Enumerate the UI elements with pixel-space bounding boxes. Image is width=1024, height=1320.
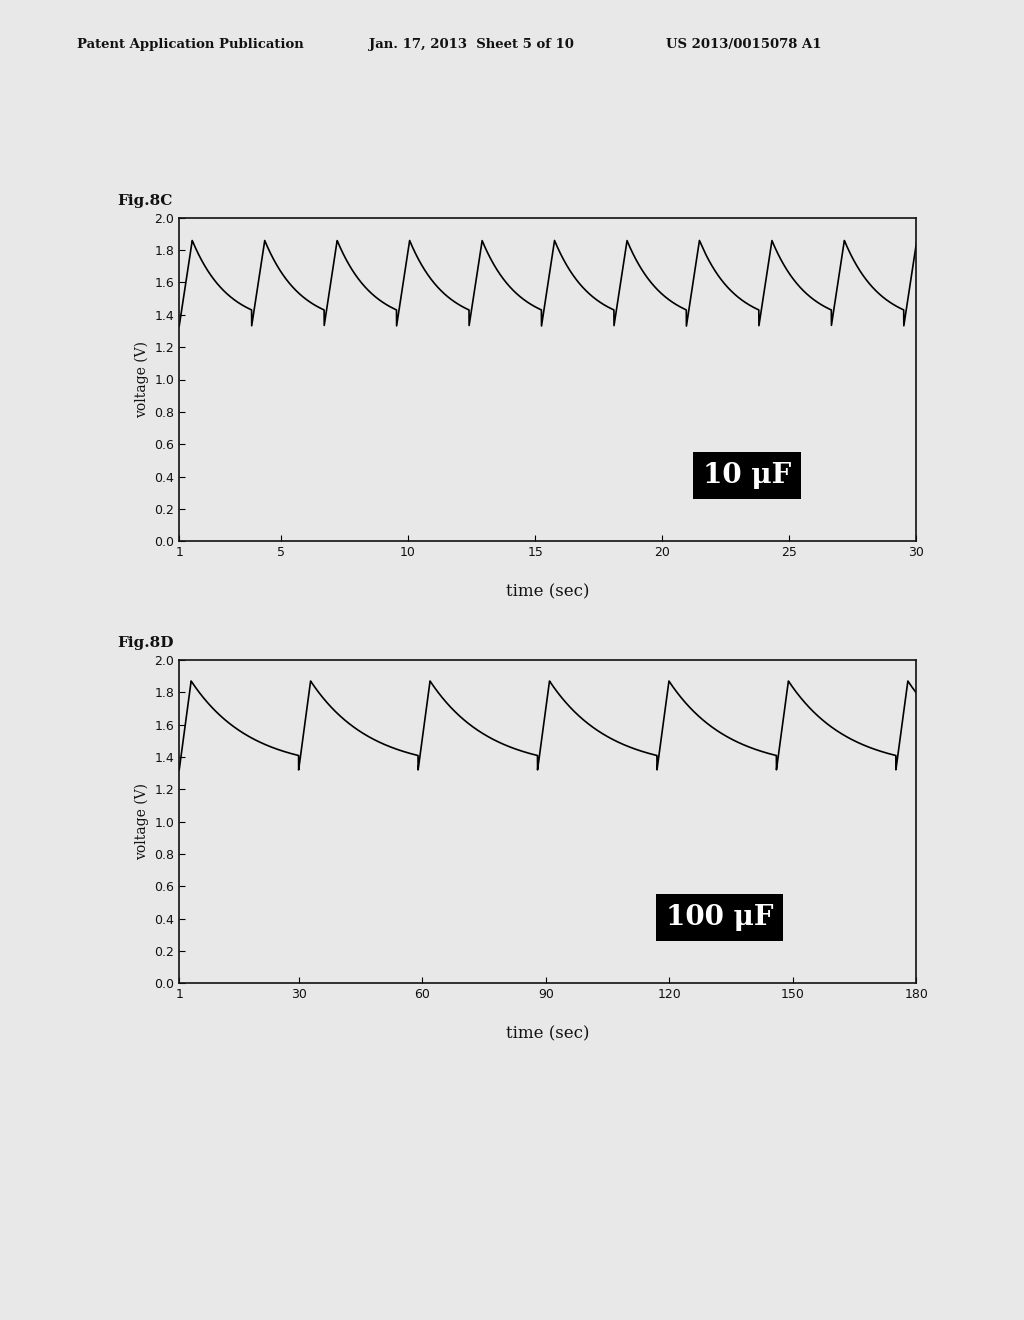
Text: Patent Application Publication: Patent Application Publication — [77, 37, 303, 50]
Text: 10 μF: 10 μF — [702, 462, 791, 488]
Text: 100 μF: 100 μF — [666, 904, 773, 931]
Text: Jan. 17, 2013  Sheet 5 of 10: Jan. 17, 2013 Sheet 5 of 10 — [369, 37, 573, 50]
Text: Fig.8D: Fig.8D — [118, 636, 174, 649]
Y-axis label: voltage (V): voltage (V) — [134, 341, 148, 418]
Y-axis label: voltage (V): voltage (V) — [134, 783, 148, 861]
Text: Fig.8C: Fig.8C — [118, 194, 173, 207]
Text: time (sec): time (sec) — [506, 1026, 590, 1043]
Text: US 2013/0015078 A1: US 2013/0015078 A1 — [666, 37, 821, 50]
Text: time (sec): time (sec) — [506, 583, 590, 601]
